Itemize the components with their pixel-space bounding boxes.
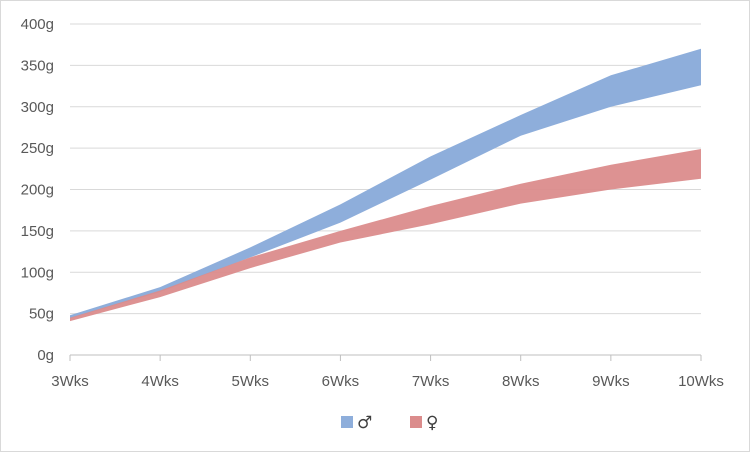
legend-label: ♀ — [426, 413, 438, 433]
y-tick-label: 300g — [21, 99, 54, 116]
y-tick-label: 50g — [29, 306, 54, 323]
x-tick-label: 8Wks — [502, 373, 540, 390]
legend-swatch — [410, 416, 422, 428]
x-tick-label: 6Wks — [322, 373, 360, 390]
x-tick-label: 5Wks — [232, 373, 270, 390]
x-tick-label: 4Wks — [141, 373, 179, 390]
legend-label: ♂ — [357, 413, 372, 433]
x-tick-label: 9Wks — [592, 373, 630, 390]
series-band — [70, 48, 701, 319]
x-tick-label: 10Wks — [678, 373, 724, 390]
legend-swatch — [341, 416, 353, 428]
y-tick-label: 350g — [21, 57, 54, 74]
x-tick-label: 3Wks — [51, 373, 89, 390]
y-tick-label: 400g — [21, 16, 54, 33]
y-tick-label: 0g — [37, 347, 54, 364]
y-tick-label: 100g — [21, 264, 54, 281]
y-tick-label: 250g — [21, 140, 54, 157]
x-tick-label: 7Wks — [412, 373, 450, 390]
y-tick-label: 200g — [21, 182, 54, 199]
series-band — [70, 149, 701, 322]
y-tick-label: 150g — [21, 223, 54, 240]
